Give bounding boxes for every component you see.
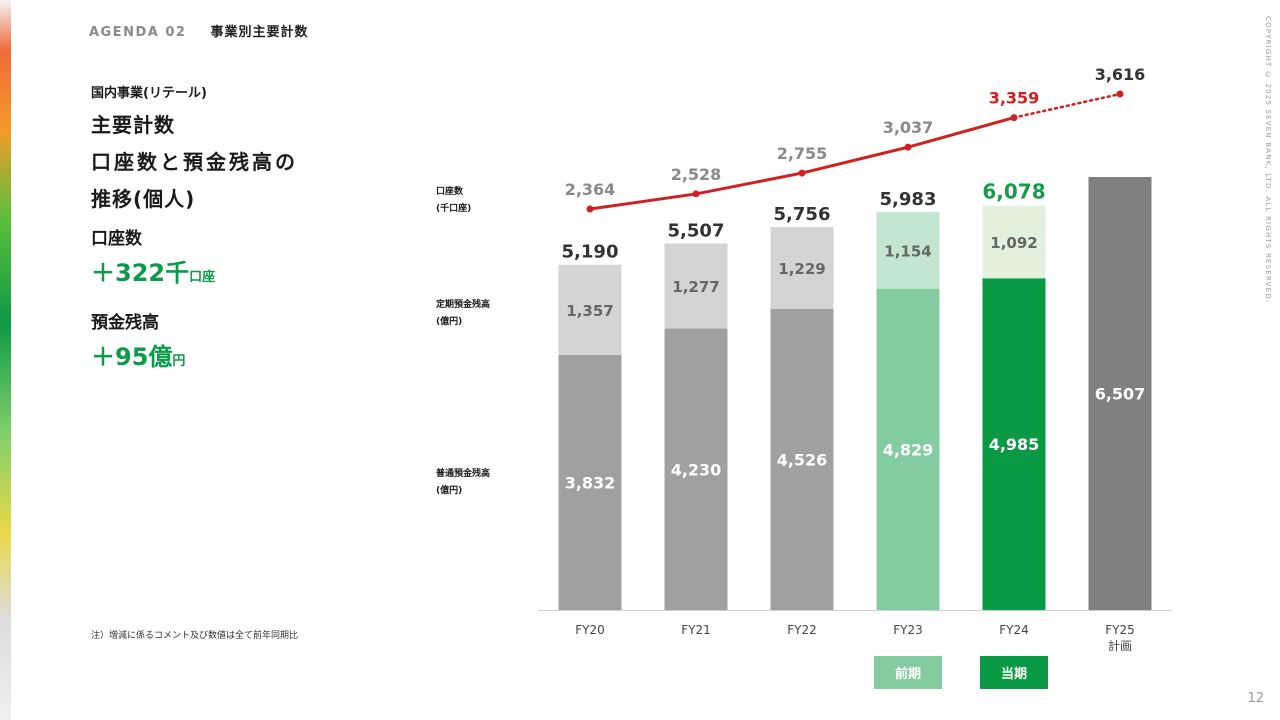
title-line: 主要計数 <box>91 113 175 137</box>
accounts-data-label: 2,755 <box>777 144 828 163</box>
accounts-point <box>1010 114 1018 122</box>
deposit-change-unit: 円 <box>172 354 186 369</box>
time-deposit-axis-label: 定期預金残高 (億円) <box>436 297 490 331</box>
x-tick-label: FY22 <box>787 623 817 637</box>
title-line: 推移(個人) <box>91 187 196 211</box>
data-label-total: 5,983 <box>880 189 937 210</box>
x-tick-sublabel: 計画 <box>1108 638 1132 653</box>
axis-label-line: 口座数 <box>436 187 464 197</box>
segment-subtitle: 国内事業(リテール) <box>91 86 207 101</box>
section-title: 事業別主要計数 <box>210 25 309 40</box>
data-label-time: 1,229 <box>778 260 825 278</box>
accounts-metric-label: 口座数 <box>91 229 142 249</box>
accounts-data-label: 3,616 <box>1095 65 1146 84</box>
data-label-ordinary: 3,832 <box>565 474 616 493</box>
agenda-number: AGENDA 02 <box>89 25 187 40</box>
accounts-point <box>904 143 912 151</box>
data-label-total: 6,078 <box>982 180 1045 204</box>
accounts-point <box>1116 90 1124 98</box>
bar-ordinary-deposit <box>876 288 940 610</box>
x-tick-label: FY25 <box>1105 623 1135 637</box>
bar-plan-total <box>1088 177 1152 610</box>
bar-time-deposit <box>770 227 834 309</box>
accounts-data-label: 3,359 <box>989 89 1040 108</box>
data-label-time: 1,277 <box>672 278 719 296</box>
data-label-time: 1,357 <box>566 302 613 320</box>
accounts-data-label: 2,364 <box>565 180 616 199</box>
bar-ordinary-deposit <box>664 328 728 610</box>
axis-label-line: 普通預金残高 <box>436 469 491 479</box>
legend-current-period: 当期 <box>980 656 1048 689</box>
copyright-notice: COPYRIGHT © 2025 SEVEN BANK, LTD. ALL RI… <box>1264 16 1272 304</box>
slide-title: 主要計数 口座数と預金残高の 推移(個人) <box>91 107 298 218</box>
deposit-metric-value: ＋95億円 <box>91 337 298 372</box>
bar-ordinary-deposit <box>982 278 1046 610</box>
bar-time-deposit <box>558 264 622 356</box>
data-label-total: 5,190 <box>562 242 619 263</box>
title-line: 口座数と預金残高の <box>91 150 298 174</box>
axis-label-line: (千口座) <box>436 204 472 214</box>
data-label-ordinary: 4,829 <box>883 440 934 459</box>
accounts-line-plan <box>1012 92 1122 119</box>
accounts-axis-label: 口座数 (千口座) <box>436 184 471 218</box>
axis-label-line: 定期預金残高 <box>436 300 491 310</box>
bar-ordinary-deposit <box>558 355 622 610</box>
deposit-metric-label: 預金残高 <box>91 313 159 333</box>
data-label-total: 5,756 <box>774 204 831 225</box>
data-label-plan: 6,507 <box>1095 385 1146 404</box>
bar-time-deposit <box>876 211 940 289</box>
data-label-ordinary: 4,985 <box>989 435 1040 454</box>
x-tick-label: FY24 <box>999 623 1029 637</box>
x-tick-label: FY20 <box>575 623 605 637</box>
deposit-change: ＋95億 <box>91 343 173 371</box>
accounts-point <box>586 205 594 213</box>
accounts-change: ＋322千 <box>91 259 190 287</box>
data-label-time: 1,092 <box>990 234 1037 252</box>
bar-time-deposit <box>664 243 728 329</box>
decorative-color-stripe <box>0 0 11 720</box>
axis-label-line: (億円) <box>436 486 463 496</box>
page-number: 12 <box>1247 691 1264 706</box>
data-label-ordinary: 4,230 <box>671 460 722 479</box>
data-label-total: 5,507 <box>668 221 725 242</box>
x-tick-label: FY21 <box>681 623 711 637</box>
bar-time-deposit <box>982 205 1046 279</box>
data-label-time: 1,154 <box>884 242 931 260</box>
ordinary-deposit-axis-label: 普通預金残高 (億円) <box>436 466 490 500</box>
x-tick-label: FY23 <box>893 623 923 637</box>
bar-ordinary-deposit <box>770 308 834 610</box>
summary-panel: 国内事業(リテール) 主要計数 口座数と預金残高の 推移(個人) 口座数 ＋32… <box>91 82 298 372</box>
accounts-data-label: 3,037 <box>883 118 934 137</box>
accounts-point <box>798 169 806 177</box>
accounts-line <box>589 116 1015 211</box>
accounts-metric-value: ＋322千口座 <box>91 253 298 288</box>
data-label-ordinary: 4,526 <box>777 450 828 469</box>
accounts-change-unit: 口座 <box>189 270 216 285</box>
accounts-data-label: 2,528 <box>671 165 722 184</box>
page-header: AGENDA 02 事業別主要計数 <box>89 21 308 40</box>
accounts-point <box>692 190 700 198</box>
axis-label-line: (億円) <box>436 317 463 327</box>
legend-previous-period: 前期 <box>874 656 942 689</box>
footnote: 注）増減に係るコメント及び数値は全て前年同期比 <box>91 631 299 641</box>
